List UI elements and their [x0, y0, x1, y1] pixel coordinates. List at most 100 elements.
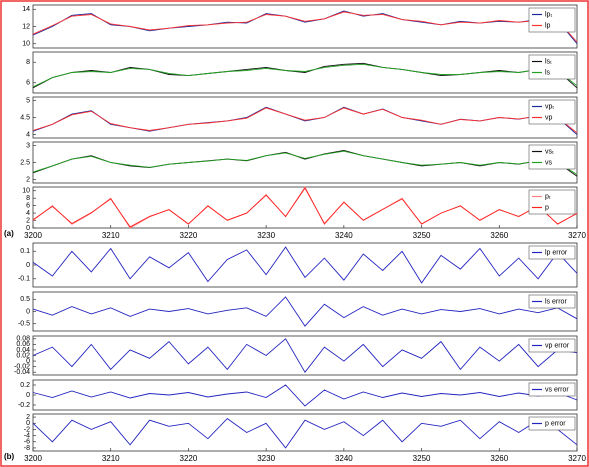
- panel-label: (a): [4, 229, 14, 238]
- series-line: [32, 150, 578, 177]
- x-tick-label: 3270: [568, 454, 586, 463]
- x-tick-label: 3230: [257, 454, 275, 463]
- legend: [528, 189, 576, 215]
- series-line: [32, 11, 578, 43]
- legend: [528, 99, 576, 125]
- series-line: [32, 384, 578, 407]
- legend-label: vp: [545, 114, 553, 121]
- y-tick-label: 4: [26, 210, 30, 217]
- plot-area: [32, 96, 578, 139]
- x-tick-label: 3220: [180, 454, 198, 463]
- y-tick-label: -0.02: [14, 363, 30, 370]
- legend: [528, 338, 576, 353]
- y-tick-label: 0: [26, 392, 30, 399]
- y-tick-label: 0: [26, 225, 30, 232]
- legend-label: p error: [545, 420, 566, 427]
- series-line: [32, 418, 578, 449]
- y-tick-label: 2.5: [20, 159, 30, 166]
- y-tick-label: 0: [26, 358, 30, 365]
- legend-label: pₜ: [545, 193, 551, 200]
- x-tick-label: 3260: [490, 231, 508, 240]
- legend-label: lp error: [545, 249, 568, 256]
- legend: [528, 7, 576, 33]
- y-tick-label: 8: [26, 195, 30, 202]
- y-tick-label: 0: [26, 308, 30, 315]
- legend: [528, 144, 576, 170]
- legend-label: ls error: [545, 298, 567, 305]
- y-tick-label: 3: [26, 142, 30, 149]
- plot-area: [32, 141, 578, 184]
- series-line: [32, 296, 578, 327]
- series-line: [32, 63, 578, 88]
- y-tick-label: 12: [22, 23, 30, 30]
- y-tick-label: 4: [26, 131, 30, 138]
- plot-area: [32, 186, 578, 229]
- series-line: [32, 107, 578, 134]
- y-tick-label: 10: [22, 41, 30, 48]
- y-tick-label: 4.5: [20, 114, 30, 121]
- y-tick-label: -0.04: [14, 369, 30, 376]
- y-tick-label: 0.06: [16, 341, 30, 348]
- panel-label: (b): [4, 452, 15, 461]
- series-line: [32, 246, 578, 284]
- plot-area: [32, 242, 578, 288]
- y-tick-label: 5: [26, 97, 30, 104]
- y-tick-label: -4: [24, 432, 30, 439]
- y-tick-label: -2: [24, 426, 30, 433]
- x-tick-label: 3250: [413, 454, 431, 463]
- x-tick-label: 3240: [335, 231, 353, 240]
- y-tick-label: 6: [26, 202, 30, 209]
- legend-label: lpₜ: [545, 11, 553, 18]
- x-tick-label: 3220: [180, 231, 198, 240]
- y-tick-label: 0: [26, 420, 30, 427]
- legend-label: lp: [545, 22, 551, 29]
- legend-label: vs error: [545, 386, 569, 393]
- y-tick-label: 0.5: [20, 296, 30, 303]
- x-tick-label: 3200: [24, 231, 42, 240]
- y-tick-label: 2: [26, 414, 30, 421]
- legend: [528, 54, 576, 80]
- y-tick-label: 0: [26, 262, 30, 269]
- y-tick-label: 8: [26, 59, 30, 66]
- legend-label: lsₜ: [545, 58, 552, 65]
- y-tick-label: -0.5: [18, 321, 30, 328]
- plot-area: [32, 4, 578, 49]
- legend-label: ls: [545, 69, 551, 76]
- legend: [528, 294, 576, 309]
- y-tick-label: -8: [24, 445, 30, 452]
- y-tick-label: 2: [26, 176, 30, 183]
- y-tick-label: 2: [26, 217, 30, 224]
- x-tick-label: 3250: [413, 231, 431, 240]
- y-tick-label: 10: [22, 188, 30, 195]
- y-tick-label: 14: [22, 6, 30, 13]
- legend-label: vs: [545, 159, 553, 166]
- legend-label: vpₜ: [545, 103, 554, 110]
- x-tick-label: 3210: [102, 231, 120, 240]
- series-line: [32, 187, 578, 228]
- legend-label: p: [545, 204, 549, 211]
- series-line: [32, 338, 578, 374]
- legend: [528, 382, 576, 397]
- plot-area: [32, 335, 578, 376]
- x-tick-label: 3270: [568, 231, 586, 240]
- x-tick-label: 3200: [24, 454, 42, 463]
- x-tick-label: 3260: [490, 454, 508, 463]
- y-tick-label: -0.2: [18, 402, 30, 409]
- y-tick-label: 0.1: [20, 248, 30, 255]
- series-line: [32, 150, 578, 175]
- y-tick-label: 0.08: [16, 336, 30, 343]
- x-tick-label: 3240: [335, 454, 353, 463]
- plot-area: [32, 291, 578, 332]
- y-tick-label: 0.04: [16, 347, 30, 354]
- y-tick-label: -0.1: [18, 276, 30, 283]
- legend-label: vsₜ: [545, 148, 554, 155]
- x-tick-label: 3210: [102, 454, 120, 463]
- plot-area: [32, 413, 578, 452]
- legend: [528, 416, 576, 431]
- y-tick-label: 0.2: [20, 382, 30, 389]
- legend-label: vp error: [545, 342, 570, 349]
- x-tick-label: 3230: [257, 231, 275, 240]
- y-tick-label: 6: [26, 80, 30, 87]
- y-tick-label: -6: [24, 439, 30, 446]
- y-tick-label: 0.02: [16, 352, 30, 359]
